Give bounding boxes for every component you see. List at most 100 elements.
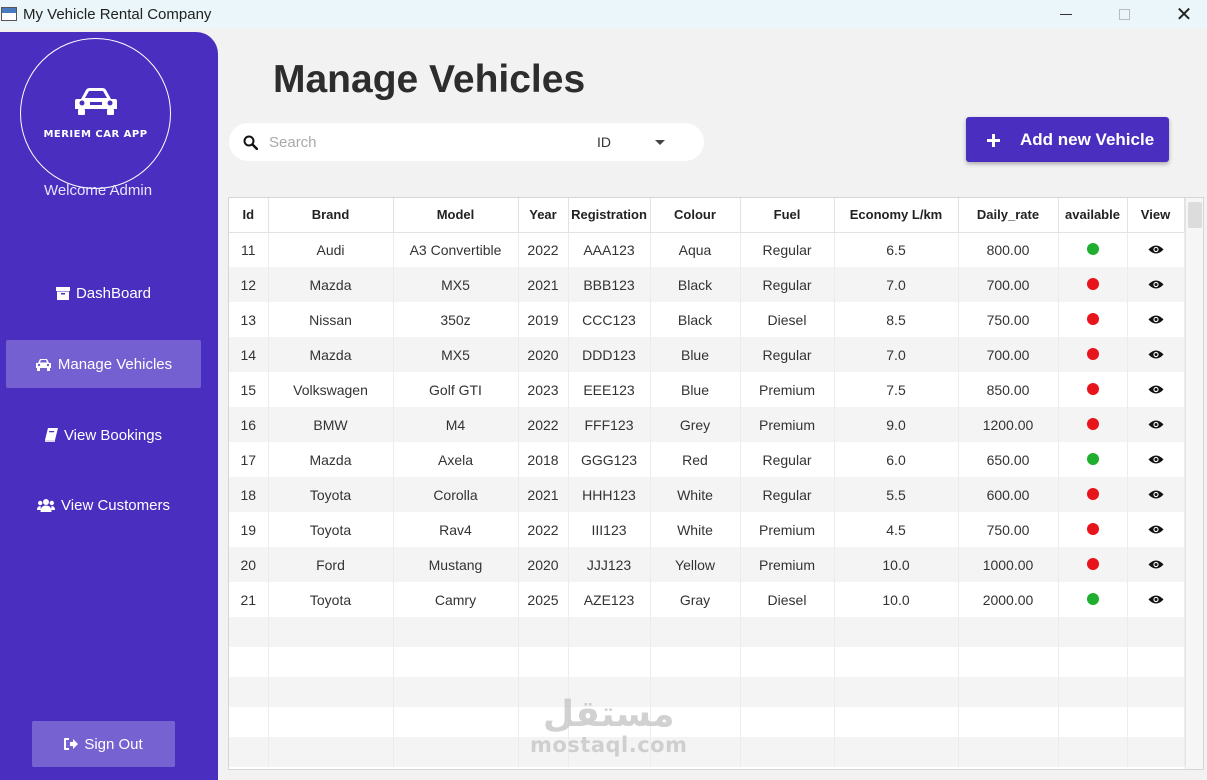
sidebar-item-view-bookings[interactable]: View Bookings	[6, 411, 201, 459]
unavailable-status-dot	[1086, 417, 1099, 430]
cell-available	[1058, 372, 1128, 407]
cell-view	[1127, 477, 1185, 512]
column-header-model[interactable]: Model	[393, 198, 519, 233]
search-filter-select[interactable]: ID	[597, 123, 677, 161]
scrollbar-thumb[interactable]	[1188, 202, 1202, 228]
empty-cell	[834, 707, 959, 737]
empty-cell	[958, 647, 1059, 677]
search-input[interactable]	[269, 133, 569, 151]
cell-registration: HHH123	[568, 477, 651, 512]
watermark-arabic: مستقل	[542, 694, 675, 735]
cell-view	[1127, 232, 1185, 267]
table-row[interactable]: 19 Toyota Rav4 2022 III123 White Premium 4.5 750…	[229, 512, 1185, 547]
table-row[interactable]: 11 Audi A3 Convertible 2022 AAA123 Aqua Regula…	[229, 232, 1185, 267]
table-header-row: Id Brand Model Year Registration Colour …	[229, 198, 1185, 233]
column-header-daily-rate[interactable]: Daily_rate	[958, 198, 1059, 233]
cell-model: MX5	[393, 267, 519, 302]
cell-id: 15	[229, 372, 269, 407]
table-row[interactable]: 14 Mazda MX5 2020 DDD123 Blue Regular 7.0 700.00	[229, 337, 1185, 372]
column-header-id[interactable]: Id	[229, 198, 269, 233]
available-status-dot	[1086, 592, 1099, 605]
empty-cell	[650, 737, 741, 767]
column-header-registration[interactable]: Registration	[568, 198, 651, 233]
empty-cell	[740, 737, 835, 767]
sign-out-label: Sign Out	[84, 735, 143, 753]
cell-available	[1058, 442, 1128, 477]
cell-available	[1058, 267, 1128, 302]
table-row[interactable]: 16 BMW M4 2022 FFF123 Grey Premium 9.0 1200.00	[229, 407, 1185, 442]
cell-view	[1127, 442, 1185, 477]
eye-icon[interactable]	[1148, 244, 1164, 255]
eye-icon[interactable]	[1148, 559, 1164, 570]
eye-icon[interactable]	[1148, 454, 1164, 465]
table-row[interactable]: 20 Ford Mustang 2020 JJJ123 Yellow Premium 10.0…	[229, 547, 1185, 582]
empty-cell	[958, 737, 1059, 767]
column-header-brand[interactable]: Brand	[268, 198, 394, 233]
sidebar-item-label: View Bookings	[63, 426, 163, 444]
empty-cell	[229, 737, 269, 767]
cell-colour: Yellow	[650, 547, 741, 582]
eye-icon[interactable]	[1148, 384, 1164, 395]
sidebar-item-manage-vehicles[interactable]: Manage Vehicles	[6, 340, 201, 388]
cell-registration: JJJ123	[568, 547, 651, 582]
column-header-view[interactable]: View	[1127, 198, 1185, 233]
table-row[interactable]: 17 Mazda Axela 2018 GGG123 Red Regular 6.0 650.0…	[229, 442, 1185, 477]
column-header-economy[interactable]: Economy L/km	[834, 198, 959, 233]
empty-cell	[268, 617, 394, 647]
empty-cell	[650, 707, 741, 737]
empty-cell	[650, 617, 741, 647]
empty-table-row	[229, 707, 1185, 737]
cell-year: 2020	[518, 337, 569, 372]
eye-icon[interactable]	[1148, 524, 1164, 535]
app-window-icon	[1, 7, 17, 21]
cell-id: 12	[229, 267, 269, 302]
sidebar-item-label: Manage Vehicles	[57, 355, 173, 373]
minimize-button[interactable]	[1043, 0, 1089, 28]
maximize-icon	[1118, 8, 1130, 20]
eye-icon[interactable]	[1148, 419, 1164, 430]
chevron-down-icon	[655, 140, 665, 145]
cell-model: A3 Convertible	[393, 232, 519, 267]
close-button[interactable]: ✕	[1161, 0, 1207, 28]
empty-cell	[958, 707, 1059, 737]
column-header-colour[interactable]: Colour	[650, 198, 741, 233]
cell-model: Corolla	[393, 477, 519, 512]
close-icon: ✕	[1175, 3, 1193, 26]
column-header-year[interactable]: Year	[518, 198, 569, 233]
window-title: My Vehicle Rental Company	[23, 5, 212, 23]
cell-year: 2023	[518, 372, 569, 407]
minimize-icon	[1060, 13, 1072, 15]
sign-out-button[interactable]: Sign Out	[32, 721, 175, 767]
eye-icon[interactable]	[1148, 314, 1164, 325]
empty-cell	[393, 617, 519, 647]
cell-year: 2025	[518, 582, 569, 617]
unavailable-status-dot	[1086, 347, 1099, 360]
table-row[interactable]: 12 Mazda MX5 2021 BBB123 Black Regular 7.0 700.0…	[229, 267, 1185, 302]
cell-id: 19	[229, 512, 269, 547]
table-row[interactable]: 21 Toyota Camry 2025 AZE123 Gray Diesel 10.0 200…	[229, 582, 1185, 617]
eye-icon[interactable]	[1148, 489, 1164, 500]
maximize-button[interactable]	[1101, 0, 1147, 28]
table-scrollbar[interactable]	[1185, 198, 1203, 769]
empty-cell	[393, 737, 519, 767]
column-header-available[interactable]: available	[1058, 198, 1128, 233]
empty-cell	[834, 617, 959, 647]
sidebar-item-view-customers[interactable]: View Customers	[6, 481, 201, 529]
empty-cell	[568, 737, 651, 767]
eye-icon[interactable]	[1148, 279, 1164, 290]
cell-brand: BMW	[268, 407, 394, 442]
table-row[interactable]: 15 Volkswagen Golf GTI 2023 EEE123 Blue Premiu…	[229, 372, 1185, 407]
add-vehicle-button[interactable]: Add new Vehicle	[966, 117, 1169, 162]
table-row[interactable]: 18 Toyota Corolla 2021 HHH123 White Regular 5.5…	[229, 477, 1185, 512]
cell-year: 2018	[518, 442, 569, 477]
cell-available	[1058, 302, 1128, 337]
cell-registration: AZE123	[568, 582, 651, 617]
eye-icon[interactable]	[1148, 594, 1164, 605]
column-header-fuel[interactable]: Fuel	[740, 198, 835, 233]
unavailable-status-dot	[1086, 277, 1099, 290]
unavailable-status-dot	[1086, 312, 1099, 325]
eye-icon[interactable]	[1148, 349, 1164, 360]
table-row[interactable]: 13 Nissan 350z 2019 CCC123 Black Diesel 8.5 750.…	[229, 302, 1185, 337]
sidebar-item-dashboard[interactable]: DashBoard	[6, 269, 201, 317]
sign-out-icon	[64, 738, 79, 750]
